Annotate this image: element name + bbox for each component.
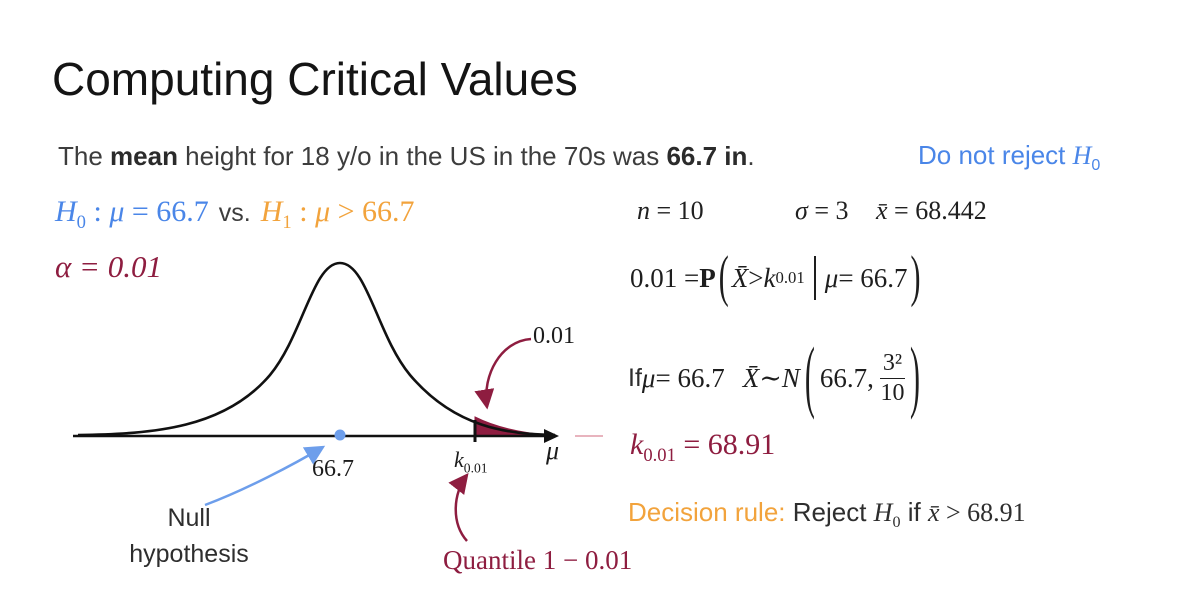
intro-pre: The	[58, 141, 111, 171]
intro-bold-mean: mean	[110, 141, 178, 171]
eq1-gt: >	[748, 262, 764, 293]
eq2-if: If	[628, 363, 642, 392]
mu-axis-label: μ	[546, 436, 560, 465]
kresult-k-sub: 0.01	[643, 445, 676, 466]
eq2-mean-val: 66.7,	[819, 362, 874, 393]
decision-xbar: x̄	[927, 498, 940, 527]
eq1-mu: μ	[824, 262, 839, 293]
eq1-lhs: 0.01 =	[630, 262, 700, 293]
eq1-right-paren: )	[910, 245, 921, 309]
eq2-xbar: X̄	[742, 362, 760, 393]
critical-value-result: k0.01 = 68.91	[630, 428, 775, 467]
h1-relation: > 66.7	[330, 195, 415, 228]
page-title: Computing Critical Values	[52, 53, 578, 105]
eq2-right-paren: )	[910, 332, 921, 422]
eq1-xbar: X̄	[731, 262, 749, 293]
decision-rule-label: Decision rule:	[628, 497, 786, 527]
sigma-var: σ	[795, 196, 808, 225]
mean-dot	[334, 429, 346, 441]
decision-condition: > 68.91	[939, 498, 1026, 527]
eq2-distributed-as: ∼	[759, 362, 782, 393]
eq2-normal-symbol: N	[781, 362, 800, 393]
mean-value-label: 66.7	[312, 456, 354, 482]
quantile-caption: Quantile 1 − 0.01	[443, 545, 633, 575]
tail-probability-label: 0.01	[533, 323, 575, 349]
decision-reject: Reject	[785, 497, 874, 527]
h1-mu: μ	[315, 195, 331, 228]
xbar-var: x̄	[876, 196, 888, 225]
param-n: n = 10	[637, 196, 704, 226]
n-var: n	[637, 196, 650, 225]
eq1-k: k	[763, 262, 776, 293]
normal-curve	[77, 261, 556, 437]
verdict-do-not-reject: Do not reject H0	[918, 140, 1100, 175]
eq1-left-paren: (	[718, 245, 729, 309]
intro-end: .	[747, 141, 755, 171]
tail-probability-arrow	[474, 337, 532, 410]
k-symbol: k	[454, 447, 464, 472]
h0-relation: = 66.7	[124, 195, 209, 228]
intro-line: The mean height for 18 y/o in the US in …	[58, 141, 755, 172]
param-xbar: x̄ = 68.442	[876, 196, 987, 226]
h0-colon: :	[85, 195, 110, 228]
intro-bold-value: 66.7 in	[666, 141, 748, 171]
x-axis-arrowhead	[544, 429, 559, 443]
param-sigma: σ = 3	[795, 196, 849, 226]
distribution-equation: If μ = 66.7 X̄ ∼ N(66.7, 3² 10)	[628, 332, 925, 422]
conditional-bar	[813, 256, 816, 300]
quantile-arrow	[448, 473, 469, 542]
alpha-level: α = 0.01	[55, 249, 162, 284]
eq2-mu-val: = 66.7	[655, 362, 725, 393]
normal-curve-diagram: 0.01 66.7 k0.01 μ Null hypothesis Quanti…	[55, 235, 715, 591]
sigma-val: = 3	[807, 196, 849, 225]
xbar-val: = 68.442	[887, 196, 987, 225]
k-subscript: 0.01	[463, 460, 488, 476]
eq2-mu: μ	[641, 362, 656, 393]
h0-mu: μ	[109, 195, 125, 228]
hypotheses-line: H0 : μ = 66.7 vs. H1 : μ > 66.7	[55, 195, 415, 234]
n-val: = 10	[650, 196, 704, 225]
verdict-h-sub: 0	[1091, 156, 1101, 175]
decision-if: if	[900, 497, 928, 527]
eq1-probability-operator: P	[699, 262, 716, 293]
kresult-k: k	[630, 428, 644, 461]
intro-mid: height for 18 y/o in the US in the 70s w…	[177, 141, 667, 171]
critical-value-label: k0.01	[454, 447, 488, 476]
fraction-numerator: 3²	[879, 349, 906, 379]
h1-symbol: H	[260, 195, 283, 228]
h1-sub: 1	[282, 212, 292, 233]
verdict-text: Do not reject	[918, 140, 1073, 170]
bell-curve-svg	[73, 261, 603, 542]
null-hypothesis-caption: Null hypothesis	[103, 500, 275, 573]
h0-symbol: H	[55, 195, 77, 228]
h1-colon: :	[291, 195, 316, 228]
null-caption-line1: Null	[167, 504, 211, 532]
kresult-val: = 68.91	[675, 428, 776, 461]
eq1-mu-val: = 66.7	[838, 262, 908, 293]
null-caption-line2: hypothesis	[129, 540, 249, 569]
vs-label: vs.	[218, 199, 251, 227]
eq2-left-paren: (	[804, 332, 815, 422]
decision-h: H	[873, 498, 893, 527]
fraction-denominator: 10	[880, 379, 905, 406]
null-hypothesis-statement: H0 : μ = 66.7	[55, 195, 209, 233]
decision-h-sub: 0	[892, 514, 901, 532]
decision-rule-line: Decision rule: Reject H0 if x̄ > 68.91	[628, 497, 1026, 532]
null-hypothesis-arrow	[204, 445, 326, 507]
eq1-k-sub: 0.01	[775, 268, 805, 287]
alt-hypothesis-statement: H1 : μ > 66.7	[260, 195, 415, 233]
verdict-h: H	[1072, 141, 1092, 170]
h0-sub: 0	[76, 212, 86, 233]
variance-fraction: 3² 10	[879, 349, 906, 408]
probability-equation: 0.01 = P(X̄ > k 0.01 μ = 66.7)	[630, 246, 924, 309]
